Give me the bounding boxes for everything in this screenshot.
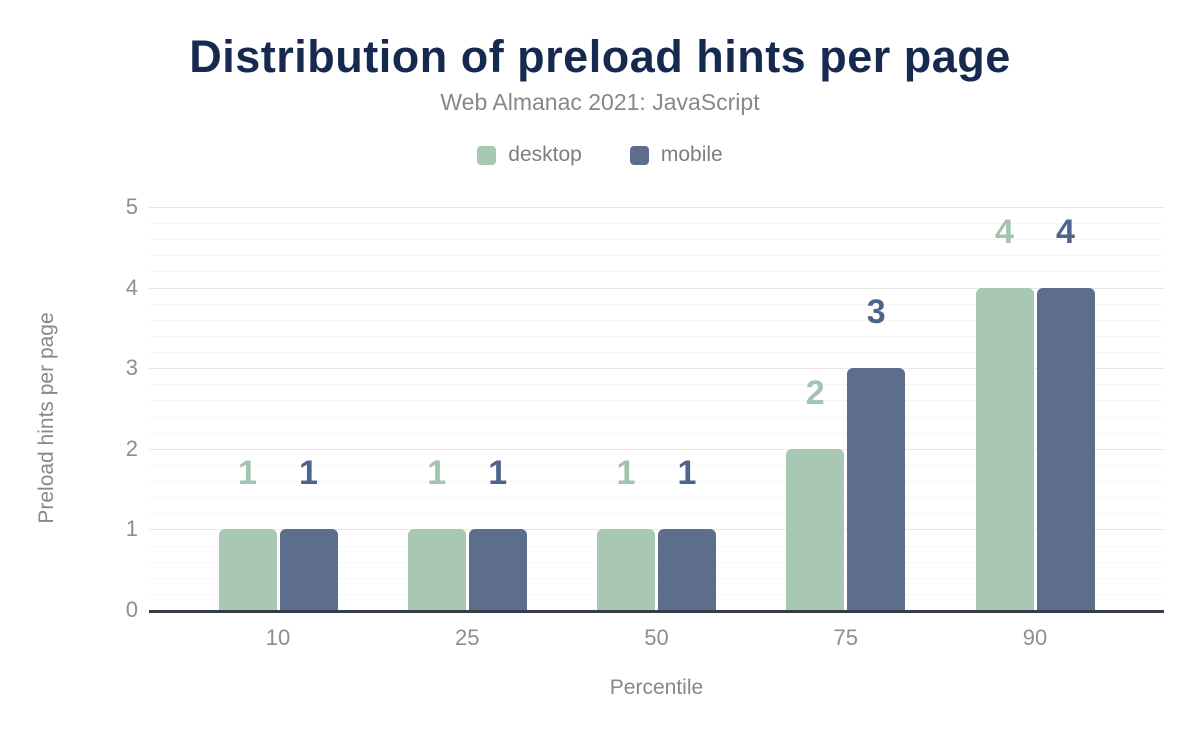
legend-label-desktop: desktop xyxy=(508,143,582,166)
major-gridline xyxy=(149,529,1164,531)
data-label-desktop-p90: 4 xyxy=(995,212,1014,251)
bar-mobile-p50[interactable] xyxy=(658,529,716,610)
legend-item-desktop[interactable]: desktop xyxy=(477,143,582,167)
x-axis-title: Percentile xyxy=(609,676,704,699)
y-axis-title: Preload hints per page xyxy=(35,312,58,524)
data-label-mobile-p10: 1 xyxy=(299,454,318,493)
minor-gridline xyxy=(149,352,1164,354)
bar-mobile-p25[interactable] xyxy=(468,529,527,610)
x-tick-label: 90 xyxy=(1022,625,1048,650)
minor-gridline xyxy=(149,271,1164,273)
major-gridline xyxy=(149,368,1164,370)
y-tick-label: 5 xyxy=(125,194,138,219)
minor-gridline xyxy=(149,223,1164,225)
chart-subtitle: Web Almanac 2021: JavaScript xyxy=(440,89,760,115)
x-tick-label: 25 xyxy=(455,625,480,650)
minor-gridline xyxy=(149,481,1164,483)
minor-gridline xyxy=(149,577,1164,579)
minor-gridline xyxy=(149,319,1164,321)
bar-desktop-p90[interactable] xyxy=(975,287,1034,610)
major-gridline xyxy=(149,207,1164,208)
major-gridline xyxy=(149,448,1164,450)
data-label-mobile-p75: 3 xyxy=(866,293,886,332)
data-label-desktop-p25: 1 xyxy=(427,454,447,493)
legend: desktop mobile xyxy=(0,143,1200,167)
minor-gridline xyxy=(149,497,1164,499)
y-tick-label: 3 xyxy=(125,355,138,381)
minor-gridline xyxy=(149,255,1164,257)
bar-desktop-p75[interactable] xyxy=(786,448,845,610)
minor-gridline xyxy=(149,432,1164,434)
bar-desktop-p25[interactable] xyxy=(407,529,466,610)
data-label-mobile-p50: 1 xyxy=(677,454,697,493)
data-label-desktop-p10: 1 xyxy=(238,454,257,493)
plot-area: 0 1 2 3 4 5 10 25 50 75 90 1 1 1 2 4 1 1 1 3 4 xyxy=(126,196,1164,649)
bar-desktop-p10[interactable] xyxy=(218,529,277,610)
x-tick-label: 50 xyxy=(644,625,669,650)
y-tick-label: 0 xyxy=(125,597,138,622)
data-label-mobile-p25: 1 xyxy=(488,454,508,493)
minor-gridline xyxy=(149,239,1164,241)
minor-gridline xyxy=(149,400,1164,402)
legend-item-mobile[interactable]: mobile xyxy=(629,143,723,167)
minor-gridline xyxy=(149,561,1164,563)
minor-gridline xyxy=(149,545,1164,547)
desktop-swatch-icon xyxy=(477,145,497,165)
data-label-desktop-p75: 2 xyxy=(805,373,825,412)
x-tick-label: 75 xyxy=(833,625,858,650)
bar-mobile-p90[interactable] xyxy=(1036,287,1095,610)
y-tick-label: 4 xyxy=(125,274,138,300)
major-gridline xyxy=(149,287,1164,289)
minor-gridline xyxy=(149,303,1164,305)
legend-label-mobile: mobile xyxy=(660,143,723,166)
mobile-swatch-icon xyxy=(629,145,649,165)
bar-mobile-p75[interactable] xyxy=(847,368,906,610)
minor-gridline xyxy=(149,416,1164,418)
minor-gridline xyxy=(149,513,1164,515)
data-label-desktop-p50: 1 xyxy=(616,454,636,493)
y-tick-label: 1 xyxy=(125,516,138,542)
bar-mobile-p10[interactable] xyxy=(279,529,338,610)
minor-gridline xyxy=(149,464,1164,466)
x-tick-label: 10 xyxy=(265,625,291,650)
chart-title: Distribution of preload hints per page xyxy=(189,31,1011,82)
minor-gridline xyxy=(149,335,1164,337)
minor-gridline xyxy=(149,593,1164,595)
bar-desktop-p50[interactable] xyxy=(597,529,655,610)
y-tick-label: 2 xyxy=(125,435,138,461)
minor-gridline xyxy=(149,384,1164,386)
data-label-mobile-p90: 4 xyxy=(1056,212,1075,251)
